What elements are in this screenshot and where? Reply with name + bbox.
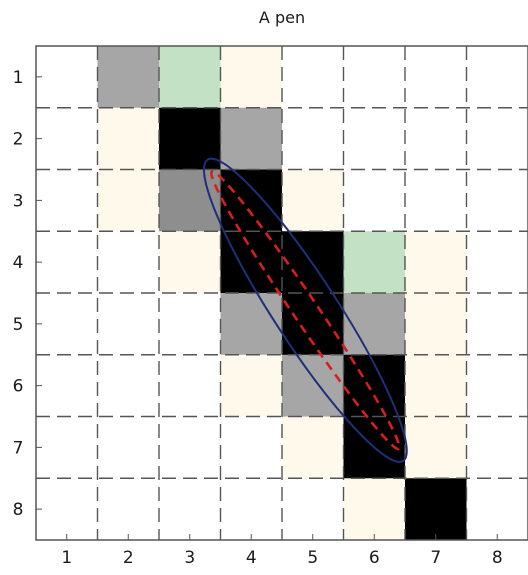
y-tick-label: 2 xyxy=(13,130,24,150)
y-tick-label: 1 xyxy=(13,68,24,88)
heatmap-cell-r8-c8 xyxy=(466,478,528,541)
blue-solid-ellipse xyxy=(202,157,408,463)
heatmap-cell-r4-c2 xyxy=(97,231,160,294)
axis-ticks: 1 2 3 4 5 6 7 8 1 2 3 4 5 6 7 8 xyxy=(13,68,503,568)
y-tick-label: 7 xyxy=(13,438,24,458)
heatmap-cell-r6-c5 xyxy=(282,354,344,417)
x-tick-label: 5 xyxy=(307,548,318,568)
heatmap-cell-r6-c3 xyxy=(159,354,221,417)
heatmap-cell-r5-c4 xyxy=(220,293,283,356)
heatmap-cell-r2-c2 xyxy=(97,107,160,170)
heatmap-cell-r5-c3 xyxy=(159,293,221,356)
heatmap-cell-r3-c5 xyxy=(282,169,344,232)
heatmap-cell-r4-c7 xyxy=(405,231,467,294)
heatmap-cell-r2-c6 xyxy=(343,107,406,170)
heatmap-cell-r6-c2 xyxy=(97,354,160,417)
heatmap-cell-r1-c6 xyxy=(343,46,406,109)
heatmap-cell-r8-c2 xyxy=(97,478,160,541)
heatmap-cell-r1-c7 xyxy=(405,46,467,109)
heatmap-cell-r1-c5 xyxy=(282,46,344,109)
heatmap-cell-r6-c8 xyxy=(466,354,528,417)
heatmap-cell-r7-c3 xyxy=(159,416,221,479)
heatmap-cell-r4-c6 xyxy=(343,231,406,294)
x-tick-label: 1 xyxy=(61,548,72,568)
heatmap-cell-r1-c4 xyxy=(220,46,283,109)
heatmap-cell-r2-c3 xyxy=(159,107,221,170)
plot-frame xyxy=(35,45,528,541)
red-dashed-ellipse xyxy=(209,170,401,451)
y-tick-label: 5 xyxy=(13,315,24,335)
heatmap-cell-r3-c7 xyxy=(405,169,467,232)
heatmap-cell-r3-c8 xyxy=(466,169,528,232)
heatmap-cell-r7-c7 xyxy=(405,416,467,479)
heatmap-cell-r1-c3 xyxy=(159,46,221,109)
heatmap-cell-r2-c1 xyxy=(36,107,98,170)
heatmap-cell-r5-c7 xyxy=(405,293,467,356)
heatmap-cell-r4-c1 xyxy=(36,231,98,294)
heatmap-cell-r3-c2 xyxy=(97,169,160,232)
x-tick-label: 2 xyxy=(123,548,134,568)
x-tick-label: 4 xyxy=(246,548,257,568)
heatmap-cell-r2-c8 xyxy=(466,107,528,170)
heatmap-cell-r3-c4 xyxy=(220,169,283,232)
x-tick-label: 6 xyxy=(369,548,380,568)
heatmap-cell-r8-c5 xyxy=(282,478,344,541)
heatmap-cell-r6-c7 xyxy=(405,354,467,417)
heatmap-cell-r4-c8 xyxy=(466,231,528,294)
heatmap-cell-r2-c7 xyxy=(405,107,467,170)
heatmap-cell-r6-c1 xyxy=(36,354,98,417)
heatmap-cell-r5-c8 xyxy=(466,293,528,356)
heatmap-cell-r7-c2 xyxy=(97,416,160,479)
heatmap-cell-r5-c1 xyxy=(36,293,98,356)
y-tick-label: 4 xyxy=(13,253,24,273)
heatmap-cell-r8-c3 xyxy=(159,478,221,541)
heatmap-cell-r7-c8 xyxy=(466,416,528,479)
heatmap-cell-r8-c7 xyxy=(405,478,467,541)
y-tick-label: 3 xyxy=(13,191,24,211)
heatmap-cell-r7-c5 xyxy=(282,416,344,479)
heatmap-cell-r3-c6 xyxy=(343,169,406,232)
chart-title: A pen xyxy=(259,8,305,27)
heatmap-cell-r8-c6 xyxy=(343,478,406,541)
heatmap-cell-r5-c6 xyxy=(343,293,406,356)
x-tick-label: 3 xyxy=(184,548,195,568)
heatmap-cell-r5-c2 xyxy=(97,293,160,356)
heatmap-cell-r4-c3 xyxy=(159,231,221,294)
heatmap-cell-r6-c4 xyxy=(220,354,283,417)
x-tick-label: 8 xyxy=(492,548,503,568)
heatmap-cell-r1-c2 xyxy=(97,46,160,109)
heatmap-cell-r1-c8 xyxy=(466,46,528,109)
heatmap-cell-r3-c1 xyxy=(36,169,98,232)
heatmap-cell-r7-c1 xyxy=(36,416,98,479)
heatmap-cell-r8-c1 xyxy=(36,478,98,541)
heatmap-cell-r2-c5 xyxy=(282,107,344,170)
ellipse-overlays xyxy=(202,157,408,463)
heatmap-cell-r4-c5 xyxy=(282,231,344,294)
heatmap-cell-r8-c4 xyxy=(220,478,283,541)
heatmap-cell-r7-c4 xyxy=(220,416,283,479)
x-tick-label: 7 xyxy=(430,548,441,568)
y-tick-label: 8 xyxy=(13,500,24,520)
y-tick-label: 6 xyxy=(13,377,24,397)
heatmap-cell-r2-c4 xyxy=(220,107,283,170)
heatmap-cell-r1-c1 xyxy=(36,46,98,109)
